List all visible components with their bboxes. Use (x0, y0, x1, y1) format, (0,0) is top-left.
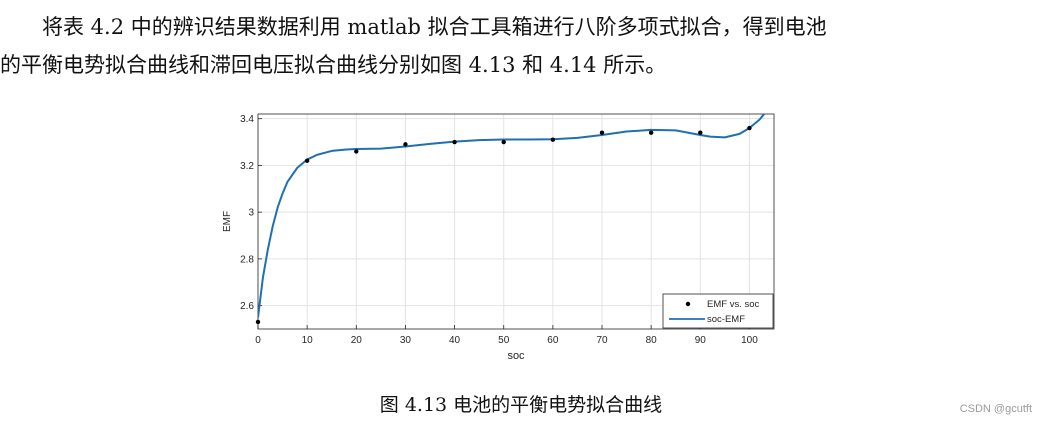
data-point (452, 139, 457, 145)
legend-label-points: EMF vs. soc (707, 299, 760, 310)
y-tick-label: 3.4 (240, 114, 254, 125)
data-point (403, 142, 408, 147)
watermark: CSDN @gcutft (959, 403, 1032, 415)
data-point (255, 319, 261, 325)
data-point (648, 130, 654, 135)
data-point (698, 130, 703, 135)
emf-fit-chart: 0 10 20 30 40 50 60 70 80 90 100 2.6 2.8 3 3.2 3.4 soc EM… (222, 113, 775, 362)
y-tick-label: 2.6 (240, 301, 254, 312)
x-tick-label: 0 (255, 335, 261, 346)
x-axis-label: soc (507, 350, 525, 362)
x-tick-label: 30 (400, 335, 412, 346)
data-point (354, 149, 359, 154)
paragraph-line-2: 的平衡电势拟合曲线和滞回电压拟合曲线分别如图 4.13 和 4.14 所示。 (0, 53, 667, 77)
y-tick-label: 2.8 (240, 254, 254, 265)
body-paragraph: 将表 4.2 中的辨识结果数据利用 matlab 拟合工具箱进行八阶多项式拟合，… (0, 8, 1035, 84)
legend-label-line: soc-EMF (707, 314, 745, 325)
data-point (304, 158, 310, 163)
data-point (550, 137, 556, 142)
x-tick-label: 90 (695, 335, 707, 346)
y-tick-label: 3.2 (240, 161, 254, 172)
data-point (747, 125, 752, 131)
x-tick-label: 70 (596, 335, 608, 346)
axes-box (257, 113, 775, 330)
legend-marker-points (685, 301, 691, 307)
x-tick-label: 50 (498, 335, 510, 346)
data-point (599, 130, 605, 135)
x-tick-label: 100 (741, 335, 758, 346)
x-tick-label: 20 (351, 335, 363, 346)
paragraph-line-1: 将表 4.2 中的辨识结果数据利用 matlab 拟合工具箱进行八阶多项式拟合，… (42, 15, 827, 39)
x-tick-label: 80 (646, 335, 658, 346)
y-axis-label: EMF (222, 211, 233, 232)
y-tick-label: 3 (248, 208, 254, 219)
legend-box (662, 293, 774, 329)
figure-caption: 图 4.13 电池的平衡电势拟合曲线 (379, 394, 663, 416)
x-tick-label: 40 (449, 335, 461, 346)
x-tick-label: 60 (547, 335, 559, 346)
data-point (501, 139, 506, 145)
x-tick-label: 10 (302, 335, 314, 346)
